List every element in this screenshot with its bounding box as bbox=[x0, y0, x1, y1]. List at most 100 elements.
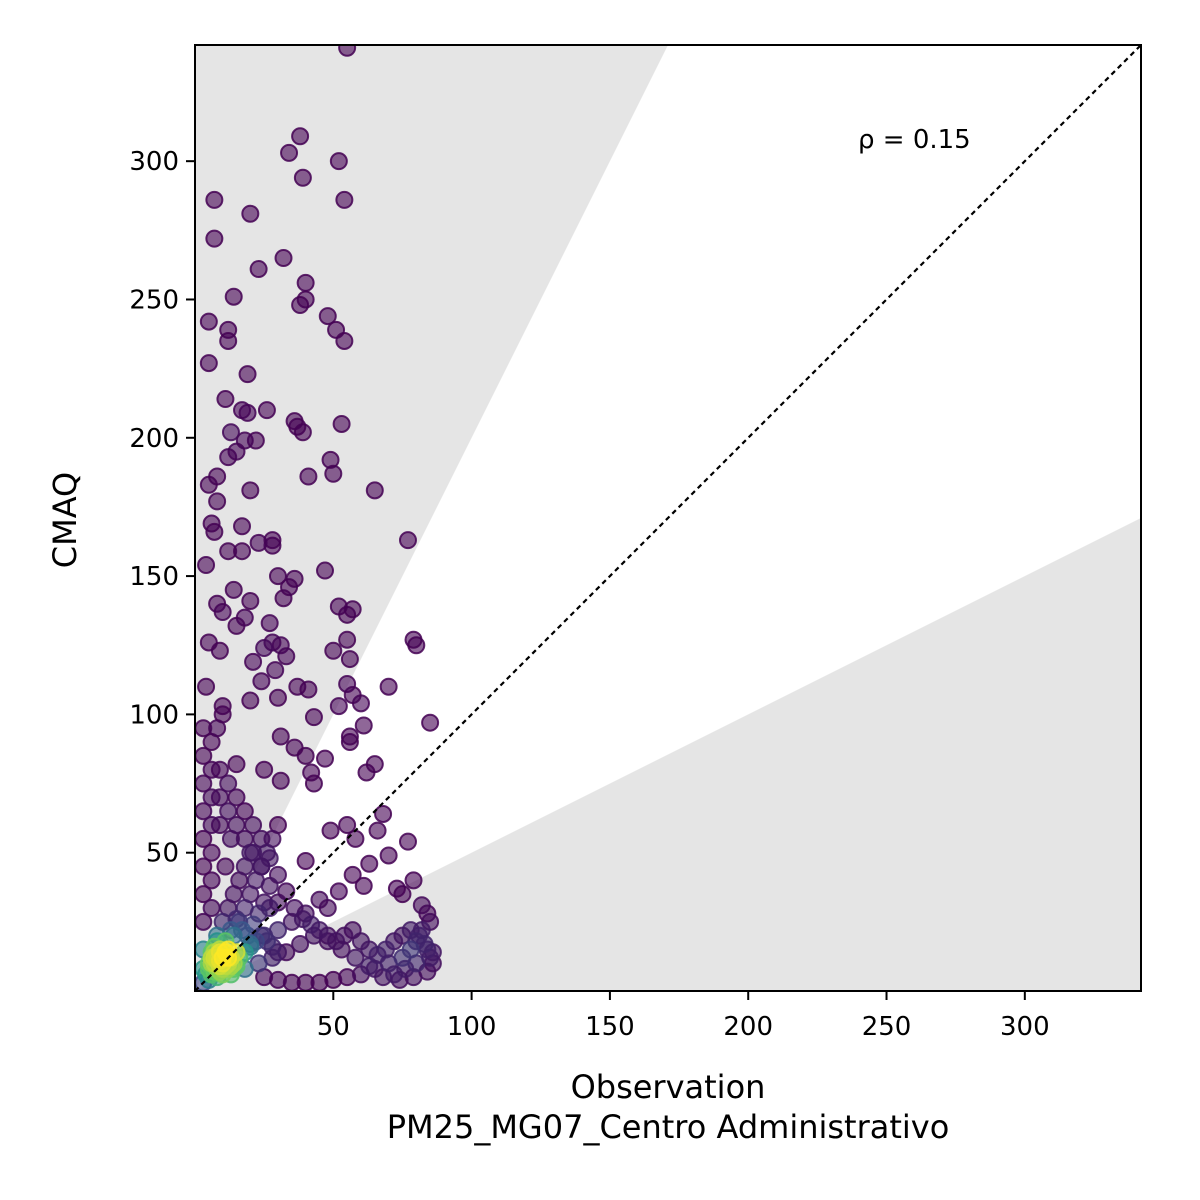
data-point bbox=[318, 307, 337, 326]
data-point bbox=[266, 661, 285, 680]
data-point bbox=[238, 365, 257, 384]
data-point bbox=[398, 531, 417, 550]
data-point bbox=[280, 143, 299, 162]
data-point bbox=[274, 589, 293, 608]
data-point bbox=[197, 556, 216, 575]
data-point bbox=[379, 677, 398, 696]
data-point bbox=[393, 885, 412, 904]
data-point bbox=[241, 843, 260, 862]
data-point bbox=[340, 650, 359, 669]
data-point bbox=[346, 829, 365, 848]
data-point bbox=[316, 749, 335, 768]
data-point bbox=[260, 849, 279, 868]
data-point bbox=[338, 605, 357, 624]
data-point bbox=[199, 354, 218, 373]
data-point bbox=[304, 708, 323, 727]
data-point bbox=[335, 190, 354, 209]
data-point bbox=[296, 746, 315, 765]
data-point bbox=[241, 691, 260, 710]
data-point bbox=[202, 871, 221, 890]
y-tick-label: 150 bbox=[129, 562, 179, 592]
data-point bbox=[210, 788, 229, 807]
data-point bbox=[202, 843, 221, 862]
data-point bbox=[376, 940, 395, 959]
data-point bbox=[233, 542, 252, 561]
data-point bbox=[221, 423, 240, 442]
x-tick-label: 300 bbox=[1000, 1012, 1050, 1042]
data-point bbox=[274, 248, 293, 267]
x-axis-station-label: PM25_MG07_Centro Administrativo bbox=[387, 1108, 950, 1146]
data-point bbox=[357, 763, 376, 782]
data-point bbox=[205, 229, 224, 248]
data-point bbox=[368, 821, 387, 840]
data-point bbox=[249, 260, 268, 279]
x-tick-label: 200 bbox=[723, 1012, 773, 1042]
reference-line bbox=[195, 45, 1141, 991]
x-tick-label: 100 bbox=[447, 1012, 497, 1042]
data-point bbox=[208, 467, 227, 486]
y-tick-label: 300 bbox=[129, 147, 179, 177]
data-point bbox=[216, 390, 235, 409]
data-point bbox=[252, 672, 271, 691]
data-point bbox=[238, 403, 257, 422]
data-point bbox=[338, 45, 357, 57]
data-point bbox=[227, 755, 246, 774]
data-point bbox=[268, 688, 287, 707]
data-point bbox=[316, 561, 335, 580]
data-points bbox=[195, 45, 442, 991]
data-point bbox=[255, 760, 274, 779]
data-point bbox=[224, 287, 243, 306]
data-point bbox=[202, 899, 221, 918]
data-point bbox=[338, 674, 357, 693]
data-point bbox=[404, 871, 423, 890]
data-point bbox=[216, 857, 235, 876]
y-axis-ticks: 50 100 150 200 250 300 bbox=[129, 147, 195, 869]
data-point bbox=[244, 816, 263, 835]
data-point bbox=[398, 832, 417, 851]
data-point bbox=[257, 401, 276, 420]
data-point bbox=[343, 865, 362, 884]
y-tick-label: 100 bbox=[129, 700, 179, 730]
data-point bbox=[299, 467, 318, 486]
y-axis-label: CMAQ bbox=[46, 472, 84, 568]
data-point bbox=[213, 603, 232, 622]
data-point bbox=[205, 190, 224, 209]
data-point bbox=[296, 851, 315, 870]
data-point bbox=[210, 760, 229, 779]
y-tick-label: 200 bbox=[129, 424, 179, 454]
data-point bbox=[260, 614, 279, 633]
data-point bbox=[205, 522, 224, 541]
data-point bbox=[210, 641, 229, 660]
data-point bbox=[249, 533, 268, 552]
data-point bbox=[208, 492, 227, 511]
data-point bbox=[340, 733, 359, 752]
data-point bbox=[219, 774, 238, 793]
data-point bbox=[421, 713, 440, 732]
x-axis-ticks: 50 100 150 200 250 300 bbox=[317, 991, 1050, 1042]
data-point bbox=[221, 829, 240, 848]
data-point bbox=[271, 636, 290, 655]
data-point bbox=[379, 846, 398, 865]
data-point bbox=[321, 821, 340, 840]
data-point bbox=[354, 876, 373, 895]
data-point bbox=[324, 464, 343, 483]
data-point bbox=[360, 854, 379, 873]
data-point bbox=[227, 442, 246, 461]
data-point bbox=[318, 899, 337, 918]
data-point bbox=[365, 481, 384, 500]
data-point bbox=[407, 636, 426, 655]
data-point bbox=[197, 677, 216, 696]
x-axis-label: Observation bbox=[571, 1068, 766, 1106]
data-point bbox=[219, 331, 238, 350]
data-point bbox=[338, 630, 357, 649]
data-point bbox=[291, 296, 310, 315]
data-point bbox=[208, 719, 227, 738]
data-point bbox=[268, 567, 287, 586]
data-point bbox=[329, 882, 348, 901]
data-point bbox=[255, 639, 274, 658]
data-point bbox=[241, 481, 260, 500]
data-point bbox=[293, 423, 312, 442]
data-point bbox=[374, 804, 393, 823]
data-point bbox=[302, 915, 321, 934]
correlation-annotation: ρ = 0.15 bbox=[858, 125, 971, 155]
